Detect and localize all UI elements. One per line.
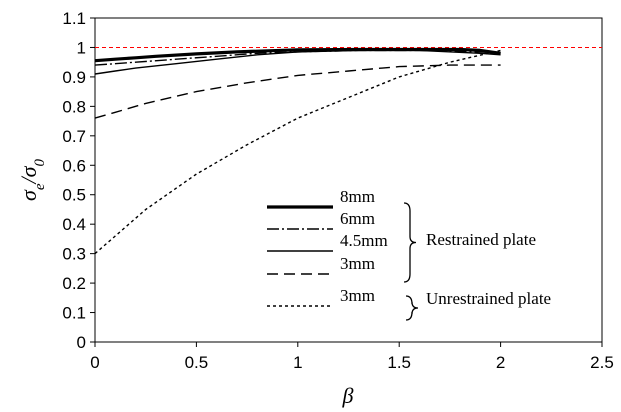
group-label-unrestrained: Unrestrained plate — [426, 289, 551, 308]
x-axis-title: β — [342, 383, 354, 408]
y-tick-label: 0 — [77, 333, 86, 352]
y-tick-label: 0.9 — [62, 68, 86, 87]
y-tick-label: 0.6 — [62, 156, 86, 175]
series-line-4 — [94, 64, 501, 119]
y-tick-label: 0.3 — [62, 245, 86, 264]
y-tick-label: 0.2 — [62, 274, 86, 293]
x-axis-label: β — [342, 383, 354, 408]
series-line-5 — [94, 49, 501, 255]
group-label-restrained: Restrained plate — [426, 230, 536, 249]
legend-label-2: 6mm — [340, 209, 375, 228]
restrained-brace — [403, 202, 417, 283]
y-axis-label: σe/σ0 — [16, 158, 48, 201]
y-axis-label-text: σe/σ0 — [16, 158, 48, 201]
x-tick-label: 2.5 — [590, 353, 614, 372]
series-line-3 — [94, 49, 501, 75]
x-tick-label: 1.5 — [387, 353, 411, 372]
x-tick-label: 2 — [496, 353, 505, 372]
y-tick-label: 1.1 — [62, 9, 86, 28]
y-tick-label: 0.5 — [62, 186, 86, 205]
y-tick-label: 0.7 — [62, 127, 86, 146]
y-tick-label: 1 — [77, 38, 86, 57]
y-tick-label: 0.1 — [62, 304, 86, 323]
unrestrained-brace — [405, 295, 419, 321]
y-axis-title: σe/σ0 — [16, 158, 48, 201]
x-tick-label: 1 — [293, 353, 302, 372]
plot-frame — [94, 17, 603, 343]
legend-label-1: 8mm — [340, 187, 375, 206]
axis-ticks: 0 0.1 0.2 0.3 0.4 0.5 0.6 0.7 0.8 0.9 1 1.1 0 0.5 1 1.5… — [62, 9, 613, 372]
legend-label-5: 3mm — [340, 286, 375, 305]
plot-area — [94, 17, 603, 343]
legend: 8mm 6mm 4.5mm 3mm 3mm Restrained plate Unrestr… — [267, 187, 551, 321]
x-tick-label: 0.5 — [185, 353, 209, 372]
series-line-1 — [94, 47, 501, 63]
x-tick-label: 0 — [90, 353, 99, 372]
legend-label-4: 3mm — [340, 254, 375, 273]
y-tick-label: 0.4 — [62, 215, 86, 234]
legend-label-3: 4.5mm — [340, 231, 388, 250]
y-tick-label: 0.8 — [62, 97, 86, 116]
